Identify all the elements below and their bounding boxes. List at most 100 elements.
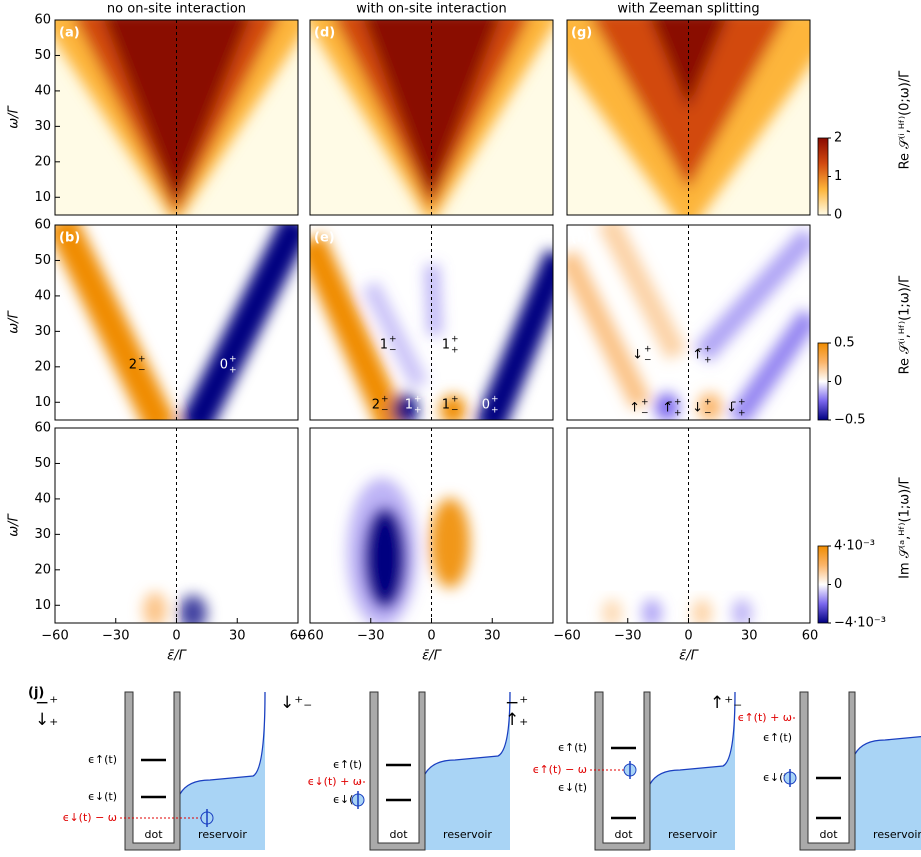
y-tick-label: 40 xyxy=(34,491,51,506)
heat-band xyxy=(693,227,810,363)
heatmap xyxy=(55,225,298,420)
x-tick-label: −60 xyxy=(41,629,68,644)
panel-label: (d) xyxy=(314,26,335,41)
level-label: ϵ↑(t) xyxy=(763,731,792,744)
annotation-sub: − xyxy=(704,409,712,419)
annotation-sup: + xyxy=(381,395,389,405)
heat-blob xyxy=(430,498,470,588)
annotation: 1 xyxy=(442,338,450,353)
annotation-sub: − xyxy=(381,406,389,416)
y-tick-label: 10 xyxy=(34,395,51,410)
y-tick-label: 60 xyxy=(34,421,51,436)
y-tick-label: 20 xyxy=(34,562,51,577)
annotation: ↑ xyxy=(629,401,640,416)
dot-label: dot xyxy=(144,828,163,841)
x-tick-label: −30 xyxy=(357,629,384,644)
x-tick-label: 0 xyxy=(684,629,692,644)
x-tick-label: 60 xyxy=(802,629,819,644)
y-tick-label: 30 xyxy=(34,119,51,134)
state-label: ↓₊ xyxy=(35,710,58,730)
colorbar-tick-label: 0.5 xyxy=(834,336,855,351)
annotation-sub: − xyxy=(389,346,397,356)
y-tick-label: 10 xyxy=(34,190,51,205)
y-tick-label: 60 xyxy=(34,218,51,233)
heatmap-field xyxy=(310,233,553,420)
y-tick-label: 50 xyxy=(34,48,51,63)
heat-blob xyxy=(692,599,712,623)
x-tick-label: 0 xyxy=(172,629,180,644)
y-tick-label: 20 xyxy=(34,154,51,169)
y-axis-label: ω/Γ xyxy=(7,309,22,333)
colorbar xyxy=(817,545,829,624)
y-tick-label: 10 xyxy=(34,598,51,613)
annotation-sup: + xyxy=(414,395,422,405)
heat-band xyxy=(361,280,429,390)
state-label: −⁺ xyxy=(35,693,58,713)
colorbar-tick-label: 0 xyxy=(834,577,842,592)
reservoir-label: reservoir xyxy=(443,828,492,841)
colorbar-tick-label: −4·10⁻³ xyxy=(834,616,886,631)
annotation-sub: − xyxy=(138,366,146,376)
heatmap xyxy=(310,225,553,420)
annotation-sub: − xyxy=(451,406,459,416)
panel-title: with Zeeman splitting xyxy=(617,2,759,17)
annotation-sup: + xyxy=(451,395,459,405)
annotation-sub: + xyxy=(229,366,237,376)
x-tick-label: 30 xyxy=(229,629,246,644)
state-label: ↓⁺₋ xyxy=(280,693,312,713)
panel-label: (h) xyxy=(571,231,592,246)
level-label: ϵ↑(t) + ω xyxy=(738,711,792,724)
annotation-sup: + xyxy=(451,335,459,345)
colorbar-tick-label: 4·10⁻³ xyxy=(834,539,875,554)
annotation-sub: + xyxy=(414,406,422,416)
annotation: ↑̄ xyxy=(692,348,703,363)
annotation-sup: + xyxy=(389,335,397,345)
level-label: ϵ↑(t) xyxy=(88,753,117,766)
annotation-sub: + xyxy=(674,409,682,419)
heat-blob xyxy=(365,508,405,608)
x-tick-label: 30 xyxy=(484,629,501,644)
heat-band xyxy=(310,233,407,420)
x-tick-label: −30 xyxy=(614,629,641,644)
annotation-sub: − xyxy=(644,356,652,366)
annotation: 1 xyxy=(380,338,388,353)
well xyxy=(369,691,426,851)
panel-frame xyxy=(309,224,554,421)
level-label: ϵ↓(t) xyxy=(558,781,587,794)
x-tick-label: −60 xyxy=(296,629,323,644)
panel-label: (i) xyxy=(571,434,587,449)
heatmap-field xyxy=(143,592,207,623)
heatmap-field xyxy=(347,478,470,623)
annotation-sub: − xyxy=(641,409,649,419)
heat-band xyxy=(424,264,443,336)
heat-band xyxy=(597,225,687,361)
y-tick-label: 30 xyxy=(34,527,51,542)
well xyxy=(594,691,651,851)
heatmap-field xyxy=(567,225,810,420)
reservoir-edge xyxy=(424,691,511,775)
reservoir-edge xyxy=(854,735,921,755)
annotation-sub: + xyxy=(738,409,746,419)
colorbar-tick-label: 1 xyxy=(834,169,842,184)
level-label: ϵ↓(t) xyxy=(88,790,117,803)
reservoir-fill xyxy=(425,692,510,850)
annotation-sup: + xyxy=(704,398,712,408)
annotation-sub: + xyxy=(704,356,712,366)
panel-label: (a) xyxy=(59,26,80,41)
state-label: ↑⁺₋ xyxy=(710,693,742,713)
panel-label: (g) xyxy=(571,26,592,41)
colorbar-label: Re 𝒮⁽ⁱ,ᴴᶠ⁾(0;ω)/Γ xyxy=(898,70,913,170)
annotation: ↓ xyxy=(692,401,703,416)
x-tick-label: 0 xyxy=(427,629,435,644)
colorbar xyxy=(817,342,829,421)
level-label: ϵ↓(t) − ω xyxy=(63,811,117,824)
annotation-sup: + xyxy=(491,395,499,405)
heatmap-field xyxy=(602,599,752,623)
annotation-sub: + xyxy=(491,406,499,416)
annotation: ↓̄ xyxy=(726,401,737,416)
heat-blob xyxy=(440,395,466,420)
annotation-sup: + xyxy=(229,355,237,365)
annotation-sup: + xyxy=(138,355,146,365)
colorbar-label: Im 𝒮⁽ᵃ,ᴴᶠ⁾(1;ω)/Γ xyxy=(898,476,913,578)
